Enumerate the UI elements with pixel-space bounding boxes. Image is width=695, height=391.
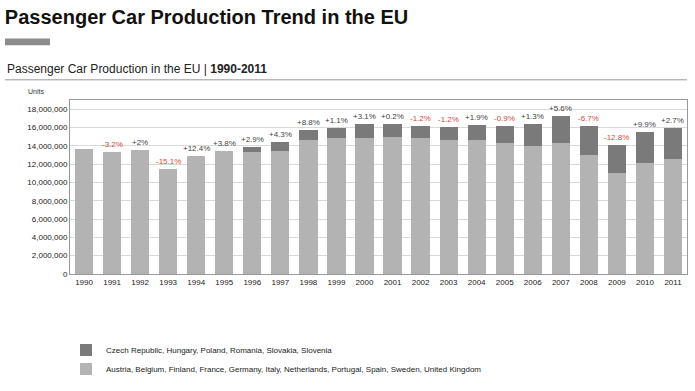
svg-text:+12.4%: +12.4%: [183, 144, 210, 153]
svg-text:+0.2%: +0.2%: [381, 112, 404, 121]
svg-text:14,000,000: 14,000,000: [27, 142, 68, 151]
svg-text:8,000,000: 8,000,000: [32, 197, 68, 206]
svg-text:+3.1%: +3.1%: [353, 112, 376, 121]
svg-text:-6.7%: -6.7%: [578, 114, 599, 123]
svg-text:2000: 2000: [356, 278, 374, 287]
svg-text:-12.8%: -12.8%: [604, 133, 629, 142]
svg-text:1992: 1992: [131, 278, 149, 287]
svg-text:4,000,000: 4,000,000: [32, 233, 68, 242]
svg-text:+2%: +2%: [132, 138, 148, 147]
svg-text:6,000,000: 6,000,000: [32, 215, 68, 224]
svg-text:-0.9%: -0.9%: [494, 114, 515, 123]
svg-text:0: 0: [63, 270, 68, 279]
svg-text:1997: 1997: [271, 278, 289, 287]
svg-text:1994: 1994: [187, 278, 205, 287]
svg-text:+3.8%: +3.8%: [213, 139, 236, 148]
svg-text:+8.8%: +8.8%: [297, 118, 320, 127]
svg-text:+1.9%: +1.9%: [465, 113, 488, 122]
svg-text:1998: 1998: [299, 278, 317, 287]
svg-text:10,000,000: 10,000,000: [27, 178, 68, 187]
svg-text:Passenger Car Production Trend: Passenger Car Production Trend in the EU: [5, 6, 408, 28]
svg-text:2,000,000: 2,000,000: [32, 251, 68, 260]
svg-text:2002: 2002: [412, 278, 430, 287]
svg-text:+9.9%: +9.9%: [633, 120, 656, 129]
svg-text:1993: 1993: [159, 278, 177, 287]
svg-text:Czech Republic, Hungary, Polan: Czech Republic, Hungary, Poland, Romania…: [106, 346, 332, 355]
svg-text:Austria, Belgium, Finland, Fra: Austria, Belgium, Finland, France, Germa…: [106, 365, 481, 374]
svg-text:1991: 1991: [103, 278, 121, 287]
svg-text:1996: 1996: [243, 278, 261, 287]
svg-text:2007: 2007: [552, 278, 570, 287]
svg-text:1995: 1995: [215, 278, 233, 287]
svg-text:+1.1%: +1.1%: [325, 116, 348, 125]
svg-text:Units: Units: [28, 88, 44, 95]
svg-text:+2.7%: +2.7%: [661, 116, 684, 125]
svg-text:2003: 2003: [440, 278, 458, 287]
svg-text:12,000,000: 12,000,000: [27, 160, 68, 169]
svg-text:-3.2%: -3.2%: [102, 140, 123, 149]
svg-text:-15.1%: -15.1%: [156, 157, 181, 166]
svg-text:2010: 2010: [636, 278, 654, 287]
svg-text:+4.3%: +4.3%: [269, 130, 292, 139]
svg-text:16,000,000: 16,000,000: [27, 123, 68, 132]
svg-text:+1.3%: +1.3%: [521, 112, 544, 121]
svg-text:2004: 2004: [468, 278, 486, 287]
svg-text:+5.6%: +5.6%: [549, 104, 572, 113]
svg-text:-1.2%: -1.2%: [410, 114, 431, 123]
svg-text:2006: 2006: [524, 278, 542, 287]
svg-text:2009: 2009: [608, 278, 626, 287]
svg-text:Passenger Car Production in th: Passenger Car Production in the EU | 199…: [7, 62, 267, 76]
svg-text:1990: 1990: [75, 278, 93, 287]
svg-text:2011: 2011: [664, 278, 682, 287]
svg-text:2001: 2001: [384, 278, 402, 287]
svg-text:1999: 1999: [328, 278, 346, 287]
svg-text:2005: 2005: [496, 278, 514, 287]
svg-text:2008: 2008: [580, 278, 598, 287]
svg-text:18,000,000: 18,000,000: [27, 105, 68, 114]
svg-text:-1.2%: -1.2%: [438, 115, 459, 124]
svg-text:+2.9%: +2.9%: [241, 135, 264, 144]
